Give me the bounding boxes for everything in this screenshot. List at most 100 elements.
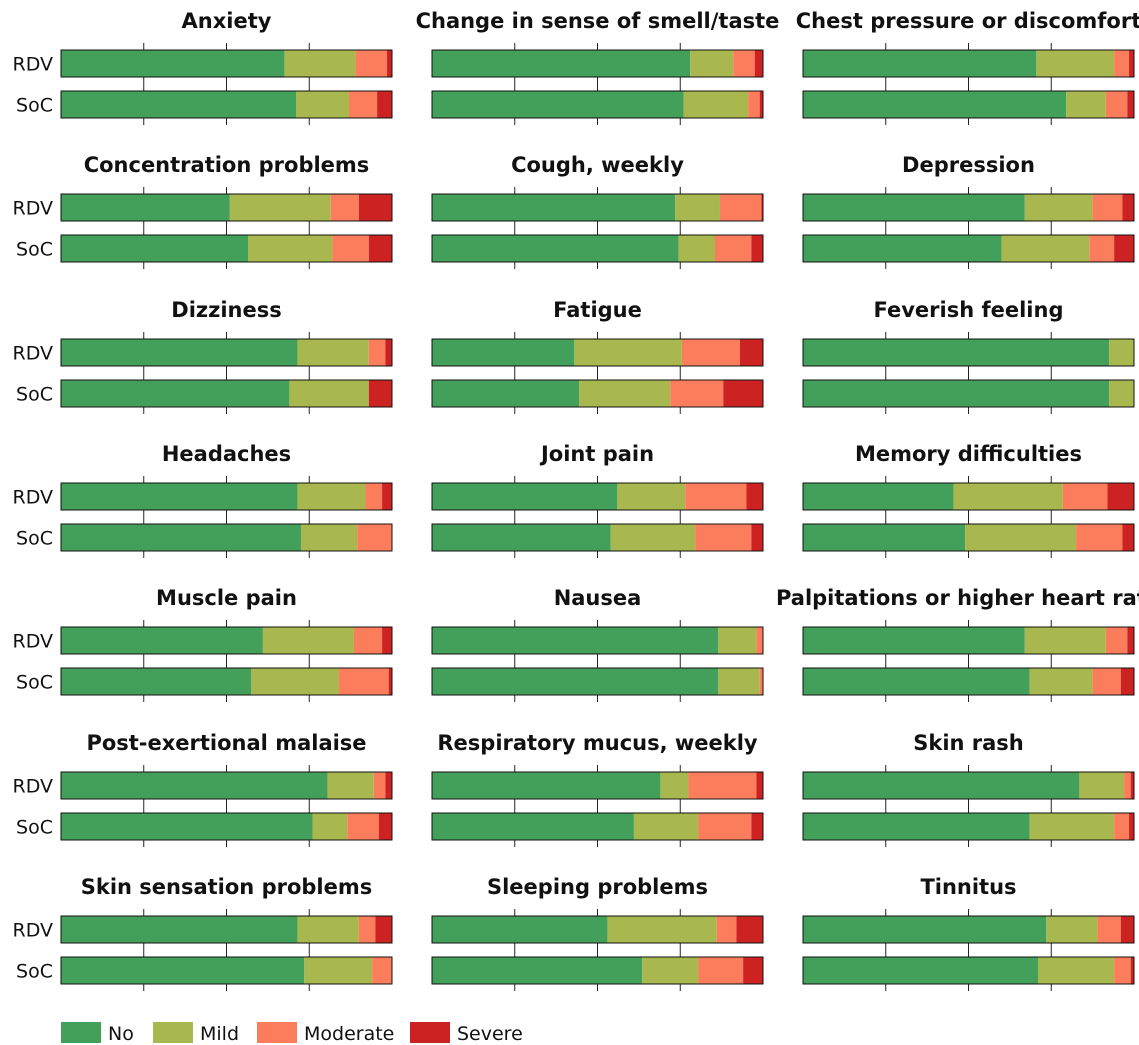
bar-segment-no (803, 668, 1030, 695)
legend-label: No (108, 1023, 134, 1045)
bar-segment-no (432, 916, 608, 943)
panel-title: Depression (902, 153, 1035, 177)
bar-segment-moderate (365, 483, 383, 510)
bar-segment-no (803, 483, 954, 510)
bar-segment-severe (1130, 772, 1134, 799)
bar-segment-no (803, 91, 1067, 118)
panel: Cough, weekly (431, 153, 764, 269)
bar-segment-no (432, 339, 575, 366)
bar-segment-moderate (353, 627, 383, 654)
legend-swatch-moderate (257, 1022, 297, 1043)
panel: Skin rash (802, 731, 1135, 847)
panels-layer: Anxiety RDV SoC Change in sense of smell/ta… (13, 9, 1139, 991)
bar-frame (60, 812, 393, 841)
bar-frame (802, 234, 1135, 263)
bar-segment-mild (683, 91, 749, 118)
bar-segment-moderate (716, 916, 737, 943)
bar-segment-severe (1122, 524, 1134, 551)
panel-title: Cough, weekly (511, 153, 684, 177)
bar-frame (60, 626, 393, 655)
panel: Feverish feeling (802, 298, 1135, 414)
bar-segment-severe (368, 235, 392, 262)
panel-title: Memory difficulties (855, 442, 1082, 466)
bar-segment-mild (678, 235, 716, 262)
panel-title: Skin sensation problems (81, 875, 373, 899)
group-label: SoC (16, 95, 53, 117)
bar-segment-severe (1127, 627, 1134, 654)
bar-segment-severe (387, 50, 392, 77)
bar-segment-no (803, 957, 1039, 984)
bar-segment-moderate (759, 668, 763, 695)
bar-segment-mild (300, 524, 358, 551)
bar-segment-moderate (373, 772, 386, 799)
bar-frame (431, 667, 764, 696)
group-label: SoC (16, 961, 53, 983)
bar-segment-no (803, 524, 966, 551)
bar-segment-moderate (695, 524, 752, 551)
panel-title: Palpitations or higher heart rate (776, 586, 1139, 610)
bar-segment-severe (1122, 194, 1134, 221)
group-label: SoC (16, 384, 53, 406)
bar-segment-severe (388, 668, 392, 695)
bar-frame (431, 523, 764, 552)
panel-title: Anxiety (182, 9, 272, 33)
bar-frame (802, 915, 1135, 944)
panel-title: Concentration problems (84, 153, 370, 177)
bar-segment-mild (1024, 194, 1093, 221)
bar-segment-moderate (1105, 627, 1128, 654)
group-label: SoC (16, 239, 53, 261)
bar-segment-mild (251, 668, 340, 695)
bar-frame (431, 915, 764, 944)
bar-segment-moderate (715, 235, 752, 262)
bar-segment-mild (642, 957, 699, 984)
bar-segment-moderate (347, 813, 379, 840)
bar-segment-mild (718, 627, 757, 654)
bar-segment-mild (1024, 627, 1106, 654)
panel: Sleeping problems (431, 875, 764, 991)
group-label: SoC (16, 672, 53, 694)
bar-frame (60, 482, 393, 511)
bar-segment-moderate (1114, 50, 1130, 77)
bar-segment-mild (1109, 380, 1134, 407)
panel-title: Headaches (162, 442, 291, 466)
bar-segment-mild (1036, 50, 1115, 77)
bar-frame (802, 49, 1135, 78)
bar-segment-mild (965, 524, 1077, 551)
bar-segment-severe (756, 772, 763, 799)
group-label: RDV (13, 776, 54, 798)
panel-title: Change in sense of smell/taste (416, 9, 780, 33)
bar-frame (431, 812, 764, 841)
bar-segment-no (803, 339, 1110, 366)
bar-segment-moderate (1089, 235, 1115, 262)
bar-segment-no (803, 916, 1047, 943)
group-label: SoC (16, 528, 53, 550)
bar-segment-mild (1038, 957, 1115, 984)
bar-segment-no (803, 235, 1002, 262)
bar-frame (431, 956, 764, 985)
panel-title: Sleeping problems (487, 875, 708, 899)
panel: Dizziness RDV SoC (13, 298, 393, 414)
bar-frame (802, 812, 1135, 841)
bar-segment-mild (1001, 235, 1090, 262)
group-label: RDV (13, 54, 54, 76)
bar-frame (60, 234, 393, 263)
bar-segment-no (432, 957, 643, 984)
bar-frame (802, 90, 1135, 119)
bar-segment-mild (327, 772, 374, 799)
legend-label: Mild (200, 1023, 239, 1045)
bar-segment-no (432, 91, 684, 118)
panel: Memory difficulties (802, 442, 1135, 558)
bar-segment-no (432, 235, 679, 262)
bar-segment-severe (385, 772, 392, 799)
bar-segment-severe (751, 235, 763, 262)
bar-segment-severe (377, 91, 392, 118)
bar-segment-severe (1129, 50, 1134, 77)
panel-title: Chest pressure or discomfort (796, 9, 1139, 33)
panel: Anxiety RDV SoC (13, 9, 393, 125)
legend-swatch-mild (153, 1022, 193, 1043)
bar-segment-mild (297, 483, 366, 510)
bar-segment-moderate (1114, 957, 1131, 984)
bar-segment-no (432, 380, 580, 407)
group-label: RDV (13, 487, 54, 509)
